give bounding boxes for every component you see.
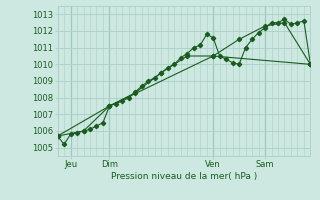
- X-axis label: Pression niveau de la mer( hPa ): Pression niveau de la mer( hPa ): [111, 172, 257, 181]
